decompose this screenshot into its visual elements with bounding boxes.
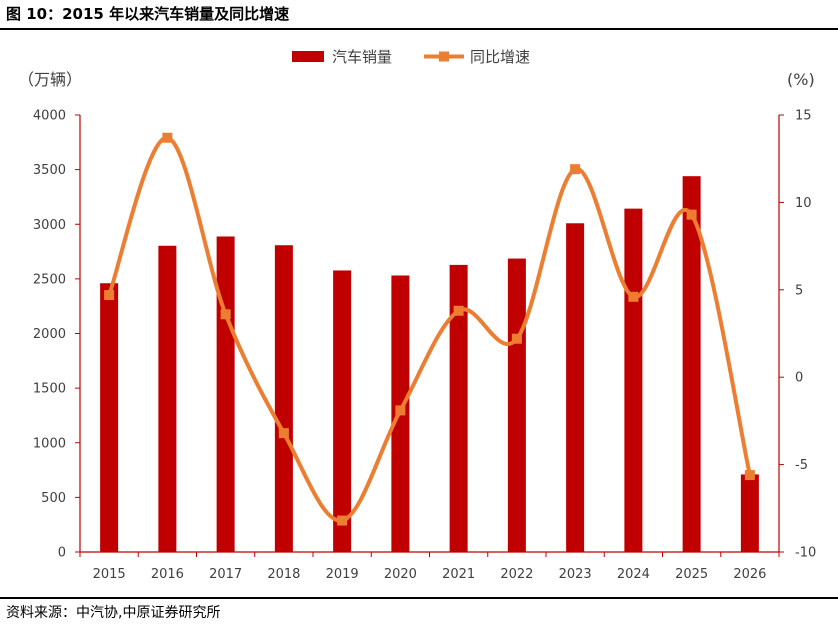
bar: [333, 270, 352, 552]
x-tick-label: 2024: [617, 567, 650, 582]
legend-swatch-bar: [292, 51, 324, 62]
line-marker: [337, 515, 348, 526]
growth-line: [107, 135, 752, 523]
x-tick-label: 2015: [93, 567, 126, 582]
left-tick-label: 0: [58, 546, 66, 561]
x-tick-label: 2017: [209, 567, 242, 582]
x-tick-label: 2026: [733, 567, 766, 582]
right-tick-label: 5: [795, 283, 803, 298]
left-tick-label: 500: [41, 491, 66, 506]
line-marker: [104, 290, 115, 301]
bar: [100, 283, 119, 552]
line-marker: [278, 428, 289, 439]
legend-label-bar: 汽车销量: [332, 48, 392, 66]
x-axis: 2015 2016 2017 2018 2019 2020 2021 2022 2023 2024…: [79, 551, 780, 582]
left-tick-label: 2500: [33, 272, 66, 287]
left-tick-label: 3500: [33, 163, 66, 178]
x-tick-label: 2023: [559, 567, 592, 582]
right-tick-label: 15: [795, 109, 812, 124]
line-marker: [453, 305, 464, 316]
legend-swatch-marker: [439, 51, 449, 62]
sales-growth-chart: 汽车销量 同比增速 （万辆） (%) 0 500 1000 1500 2000 2500 30…: [18, 48, 816, 582]
right-tick-label: 10: [795, 196, 812, 211]
bar: [740, 474, 759, 552]
x-tick-label: 2022: [500, 567, 533, 582]
legend-label-line: 同比增速: [470, 48, 530, 66]
line-marker: [744, 470, 755, 481]
x-tick-label: 2025: [675, 567, 708, 582]
bar: [624, 208, 643, 552]
line-marker: [220, 309, 231, 320]
right-tick-label: 0: [795, 371, 803, 386]
right-axis-unit: (%): [787, 70, 815, 89]
legend: 汽车销量 同比增速: [292, 48, 530, 66]
line-marker: [511, 333, 522, 344]
bar: [507, 258, 526, 552]
bar-series: [100, 176, 759, 552]
x-tick-label: 2021: [442, 567, 475, 582]
x-tick-label: 2018: [267, 567, 300, 582]
left-tick-label: 4000: [33, 109, 66, 124]
line-marker: [395, 405, 406, 416]
source-note: 资料来源：中汽协,中原证券研究所: [6, 605, 221, 621]
bottom-rule: [0, 597, 838, 599]
line-marker: [570, 164, 581, 175]
bar: [158, 245, 177, 552]
x-tick-label: 2016: [151, 567, 184, 582]
line-marker: [686, 209, 697, 220]
left-axis-unit: （万辆）: [18, 70, 82, 89]
legend-item-bar: 汽车销量: [292, 48, 392, 66]
bar: [274, 245, 293, 552]
bar: [682, 176, 701, 552]
left-tick-label: 3000: [33, 218, 66, 233]
left-tick-label: 1500: [33, 382, 66, 397]
bar: [449, 264, 468, 552]
left-axis: 0 500 1000 1500 2000 2500 3000 3500 4000: [33, 109, 81, 561]
top-rule: [0, 28, 838, 30]
x-tick-label: 2019: [326, 567, 359, 582]
left-tick-label: 2000: [33, 327, 66, 342]
legend-item-line: 同比增速: [424, 48, 530, 66]
left-tick-label: 1000: [33, 436, 66, 451]
x-tick-label: 2020: [384, 567, 417, 582]
figure-title: 图 10：2015 年以来汽车销量及同比增速: [6, 5, 290, 23]
right-axis: -10 -5 0 5 10 15: [778, 109, 816, 561]
line-marker: [628, 291, 639, 302]
line-marker: [162, 132, 173, 143]
right-tick-label: -10: [795, 546, 816, 561]
line-series: [104, 132, 755, 526]
bar: [216, 236, 235, 552]
right-tick-label: -5: [795, 458, 808, 473]
bar: [566, 223, 585, 552]
